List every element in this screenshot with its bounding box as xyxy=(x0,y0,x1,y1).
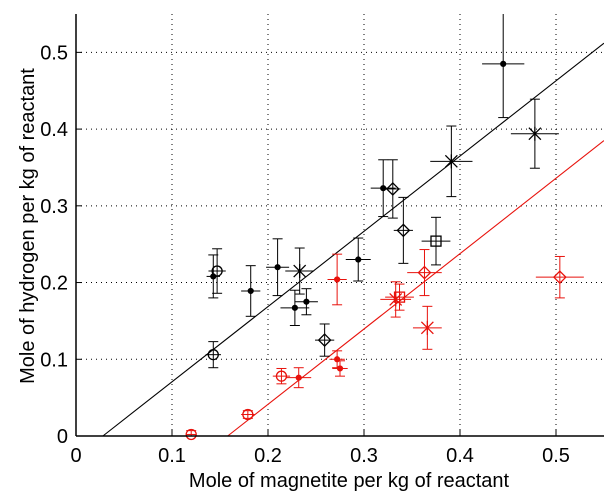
y-tick-label: 0 xyxy=(57,426,68,448)
y-tick-label: 0.1 xyxy=(40,349,68,371)
data-point-black xyxy=(266,238,290,297)
x-tick-label: 0.5 xyxy=(542,445,570,467)
data-point-black xyxy=(285,247,315,295)
data-point-red xyxy=(327,253,347,306)
data-point-red xyxy=(535,255,584,299)
data-point-red xyxy=(407,249,442,297)
data-point-red xyxy=(332,360,348,377)
data-point-black xyxy=(345,237,371,282)
data-point-black xyxy=(393,196,413,264)
data-point-red xyxy=(412,305,442,350)
axes xyxy=(75,14,604,437)
circle-marker xyxy=(207,349,219,361)
diamond-marker xyxy=(317,333,332,348)
data-point-red xyxy=(329,350,345,369)
circle-marker xyxy=(275,370,288,382)
x-tick-label: 0.3 xyxy=(350,445,378,467)
square-marker xyxy=(430,235,442,247)
data-point-red xyxy=(385,283,414,311)
data-point-black xyxy=(315,323,335,357)
y-tick-label: 0.4 xyxy=(40,119,68,141)
data-point-black xyxy=(421,216,451,266)
dot-marker xyxy=(291,304,298,311)
y-axis-label: Mole of hydrogen per kg of reactant xyxy=(17,68,39,384)
data-point-black xyxy=(510,98,559,169)
dot-marker xyxy=(247,287,254,295)
dot-marker xyxy=(303,298,310,305)
fit-lines xyxy=(102,42,604,437)
diamond-marker xyxy=(417,265,432,280)
square-marker xyxy=(393,291,406,303)
star-marker xyxy=(444,154,458,169)
x-tick-label: 0 xyxy=(70,445,81,467)
diamond-marker xyxy=(385,182,400,196)
y-tick-label: 0.2 xyxy=(40,273,68,295)
tick-labels: 0 0.1 0.2 0.3 0.4 0.5 0 0.1 0.2 0.3 0.4 0.5 xyxy=(40,42,570,467)
x-axis-label: Mole of magnetite per kg of reactant xyxy=(189,470,510,492)
data-point-black xyxy=(430,125,473,198)
data-point-red xyxy=(241,408,255,421)
dot-marker xyxy=(500,60,507,67)
fit-line-red xyxy=(227,140,604,437)
dot-marker xyxy=(355,256,362,263)
data-point-black xyxy=(294,288,318,316)
dot-marker xyxy=(274,264,281,271)
grid xyxy=(76,14,604,436)
diamond-marker xyxy=(552,270,567,285)
x-tick-label: 0.1 xyxy=(158,445,186,467)
dot-marker xyxy=(295,374,302,381)
data-point-black xyxy=(208,248,226,294)
dot-marker xyxy=(334,276,341,283)
star-marker xyxy=(293,264,307,279)
data-point-red xyxy=(185,428,197,441)
diamond-marker xyxy=(396,223,411,238)
dot-marker xyxy=(336,365,344,372)
x-tick-label: 0.4 xyxy=(446,445,474,467)
data-point-black xyxy=(482,14,525,119)
star-marker xyxy=(420,320,434,335)
circle-marker xyxy=(242,408,254,421)
data-point-black xyxy=(205,341,221,369)
data-point-black xyxy=(385,159,401,219)
data-point-black xyxy=(241,265,261,317)
dot-marker xyxy=(380,185,387,192)
data-point-red xyxy=(380,281,412,318)
circle-marker xyxy=(211,265,223,277)
data-point-red xyxy=(286,367,312,389)
y-tick-label: 0.5 xyxy=(40,42,68,64)
data-point-red xyxy=(272,367,291,385)
fit-line-black xyxy=(102,42,604,437)
data-point-black xyxy=(370,159,396,218)
data-points xyxy=(185,14,584,441)
star-marker xyxy=(528,126,542,141)
y-tick-label: 0.3 xyxy=(40,196,68,218)
data-point-black xyxy=(280,289,310,327)
x-tick-label: 0.2 xyxy=(254,445,282,467)
circle-marker xyxy=(185,428,197,441)
